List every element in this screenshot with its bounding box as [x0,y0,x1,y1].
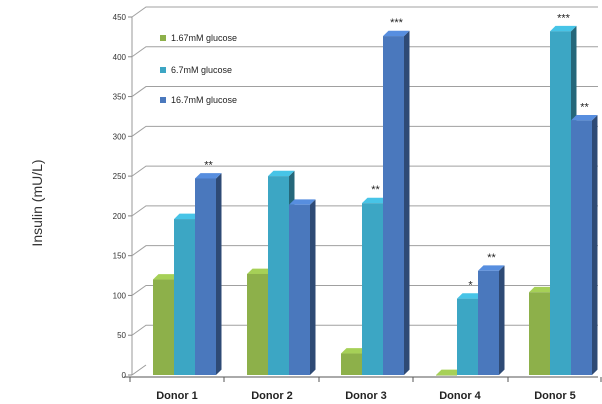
bar-top [268,170,295,177]
x-axis: Donor 1 Donor 2 Donor 3 Donor 4 Donor 5 [124,376,602,402]
y-tick-label: 300 [113,132,127,141]
gridline [131,284,598,296]
bar-top [571,115,598,121]
bar [153,279,174,375]
gridline [131,165,598,177]
x-tick-label: Donor 5 [534,390,576,402]
legend-label: 6.7mM glucose [171,65,232,75]
floor-edge [131,364,147,376]
bar-side [404,30,410,376]
y-tick-label: 150 [113,252,127,261]
bar [195,178,216,375]
gridlines [131,6,598,376]
bar-side [592,115,598,376]
x-tick-label: Donor 2 [251,390,293,402]
bar [289,204,310,375]
bar-top [341,348,368,354]
bar [457,298,478,375]
bar-top [436,369,463,375]
legend: 1.67mM glucose 6.7mM glucose 16.7mM glucos… [160,33,237,105]
significance-label: ** [204,159,213,171]
bar [247,273,268,375]
bar-top [383,30,410,37]
y-tick-label: 400 [113,53,127,62]
x-tick-label: Donor 3 [345,390,387,402]
legend-swatch [160,97,166,103]
bar-top [174,213,201,220]
y-tick-label: 250 [113,172,127,181]
x-tick-label: Donor 4 [439,390,481,402]
y-tick-label: 100 [113,291,127,300]
gridline [131,125,598,137]
significance-label: *** [390,17,404,29]
bar-top [153,274,180,280]
bars: *************** [153,12,598,376]
bar [174,219,195,375]
bar-side [499,265,505,375]
y-axis-label: Insulin (mU/L) [29,159,45,246]
bar-top [478,265,505,271]
significance-label: ** [580,101,589,113]
bar [362,203,383,375]
bar-top [550,25,577,32]
bar-top [457,293,484,299]
bar-side [216,173,222,375]
gridline [131,245,598,257]
bar [341,353,362,375]
significance-label: ** [487,252,496,264]
y-tick-label: 50 [117,331,126,340]
significance-label: *** [557,12,571,24]
bar [478,270,499,375]
y-tick-label: 350 [113,93,127,102]
bar [571,120,592,375]
y-axis: 0 50 100 150 200 250 300 350 400 450 [113,13,132,380]
y-tick-label: 200 [113,212,127,221]
gridline [131,46,598,58]
gridline [131,86,598,97]
bar [383,36,404,376]
y-tick-label: 450 [113,13,127,22]
legend-label: 1.67mM glucose [171,33,237,43]
bar-top [195,173,222,179]
significance-label: * [468,280,473,292]
legend-swatch [160,67,166,73]
legend-label: 16.7mM glucose [171,95,237,105]
bar [529,292,550,375]
bar [550,31,571,375]
x-tick-label: Donor 1 [156,390,198,402]
gridline [131,324,598,336]
y-tick-label: 0 [122,371,127,380]
bar-top [289,199,316,205]
legend-swatch [160,35,166,41]
gridline [131,205,598,217]
bar [436,375,457,376]
bar-top [362,197,389,204]
bar [268,176,289,375]
bar-top [247,268,274,274]
gridline [131,6,598,18]
bar-side [310,199,316,375]
bar-top [529,286,556,293]
significance-label: ** [371,184,380,196]
